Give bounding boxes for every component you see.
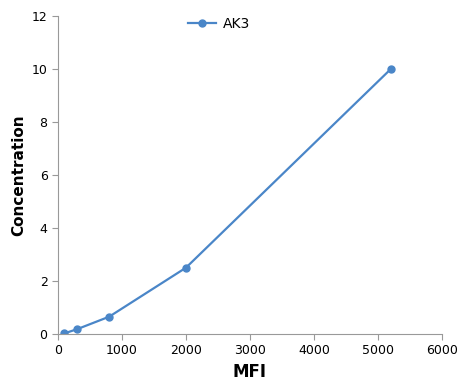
AK3 (75, 327, 80, 332)
X-axis label: MFI: MFI (233, 363, 267, 381)
Legend: AK3: AK3 (188, 17, 250, 31)
AK3 (388, 67, 393, 71)
AK3 (106, 314, 112, 319)
AK3 (183, 265, 189, 270)
AK3 (61, 331, 67, 336)
Line: AK3: AK3 (61, 65, 394, 337)
Y-axis label: Concentration: Concentration (11, 114, 26, 236)
